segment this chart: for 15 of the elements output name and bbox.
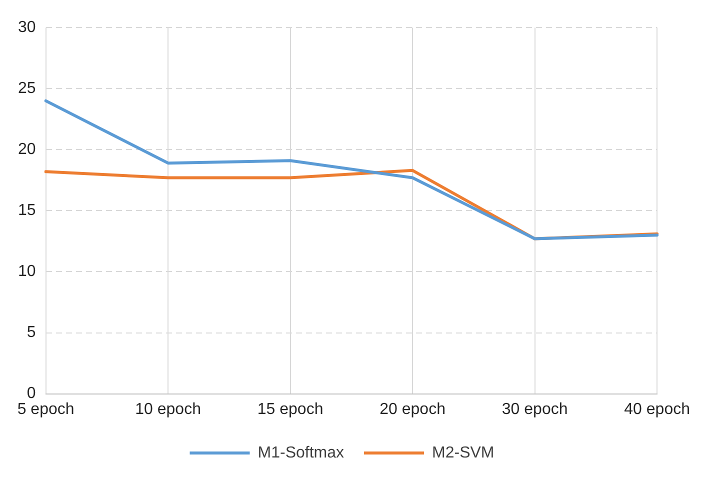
y-tick-label: 5 <box>26 324 36 342</box>
x-tick-label: 5 epoch <box>17 400 74 418</box>
x-tick-label: 10 epoch <box>135 400 201 418</box>
x-tick-label: 15 epoch <box>257 400 324 418</box>
legend-label: M1-Softmax <box>258 444 344 462</box>
y-tick-label: 15 <box>18 202 36 220</box>
x-tick-label: 30 epoch <box>502 400 568 418</box>
y-tick-label: 30 <box>18 19 36 36</box>
y-tick-label: 20 <box>18 141 36 158</box>
legend-label: M2-SVM <box>432 444 494 462</box>
y-tick-label: 10 <box>18 263 36 280</box>
y-tick-label: 25 <box>18 80 36 98</box>
x-tick-label: 20 epoch <box>380 400 446 418</box>
x-tick-label: 40 epoch <box>624 400 690 418</box>
y-tick-label: 0 <box>26 385 36 402</box>
